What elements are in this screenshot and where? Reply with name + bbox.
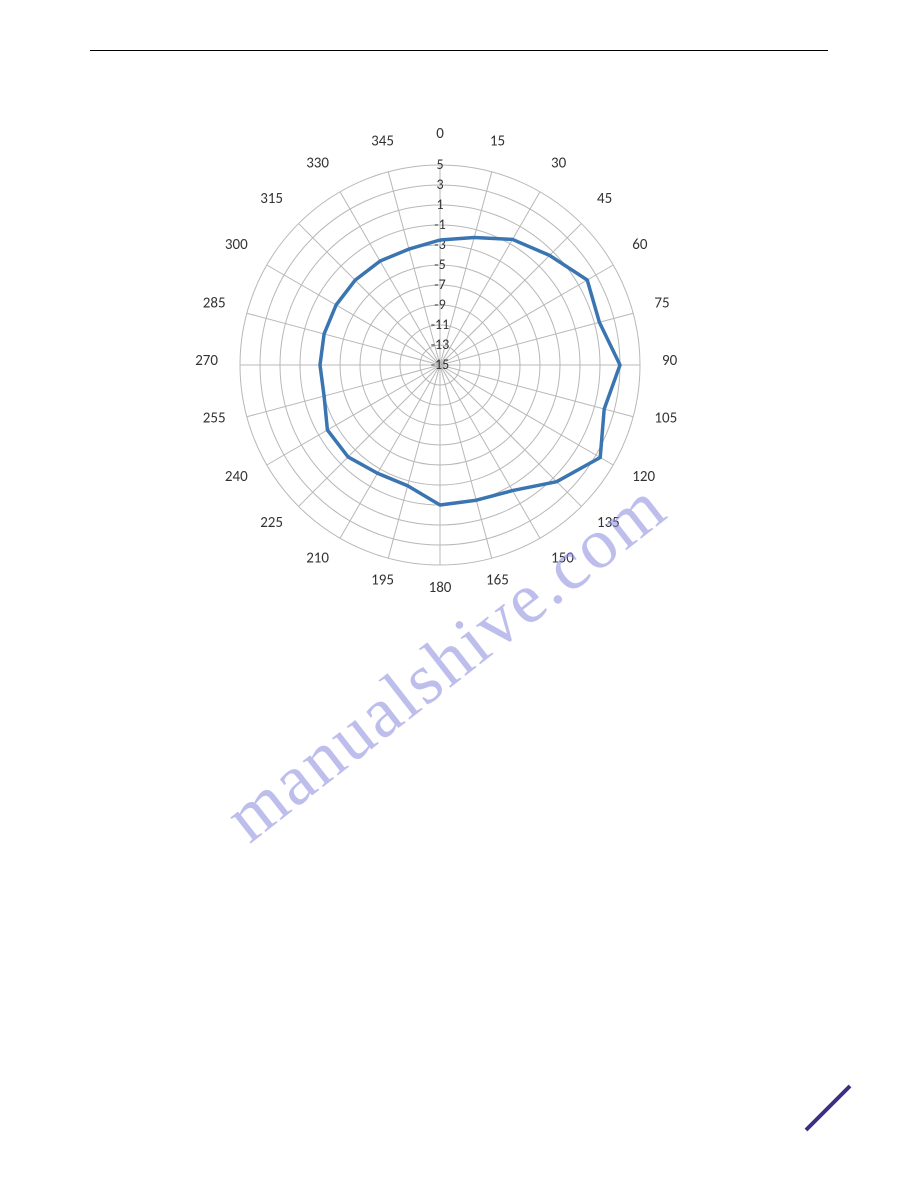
chart-angle-label: 45 <box>597 190 612 208</box>
chart-gridline-spoke <box>440 365 540 538</box>
chart-gridline-spoke <box>440 192 540 365</box>
chart-angle-label: 255 <box>203 409 226 427</box>
chart-radial-label: -13 <box>431 336 449 353</box>
chart-angle-label: 30 <box>551 155 567 173</box>
chart-gridline-spoke <box>247 365 440 417</box>
chart-radial-label: 3 <box>436 176 443 193</box>
top-horizontal-rule <box>90 50 828 51</box>
chart-angle-label: 0 <box>436 125 444 143</box>
chart-angle-label: 90 <box>662 352 678 370</box>
chart-radial-label: 5 <box>436 156 443 173</box>
chart-angle-label: 210 <box>306 549 329 567</box>
chart-gridline-spoke <box>440 313 633 365</box>
chart-angle-label: 105 <box>654 409 677 427</box>
chart-angle-label: 300 <box>225 236 248 254</box>
chart-angle-label: 150 <box>551 549 574 567</box>
chart-radial-label: -15 <box>431 356 449 373</box>
corner-accent <box>798 1078 858 1138</box>
chart-angle-label: 195 <box>371 571 394 589</box>
chart-radial-label: -9 <box>434 296 445 313</box>
chart-gridline-spoke <box>440 365 492 558</box>
chart-gridline-spoke <box>340 365 440 538</box>
chart-gridline-spoke <box>247 313 440 365</box>
chart-angle-label: 135 <box>597 514 620 532</box>
chart-radial-label: -5 <box>434 256 445 273</box>
chart-angle-label: 60 <box>632 236 648 254</box>
chart-angle-label: 180 <box>429 579 452 597</box>
corner-accent-line <box>806 1086 850 1130</box>
chart-gridline-spoke <box>299 365 440 506</box>
chart-gridline-spoke <box>267 365 440 465</box>
chart-angle-label: 240 <box>225 468 248 486</box>
chart-radial-label: -7 <box>434 276 445 293</box>
chart-gridline-spoke <box>440 365 581 506</box>
chart-gridline-spoke <box>440 224 581 365</box>
page-root: 0153045607590105120135150165180195210225… <box>0 0 918 1188</box>
chart-gridline-spoke <box>440 365 613 465</box>
polar-chart-svg: 0153045607590105120135150165180195210225… <box>160 110 720 620</box>
chart-angle-label: 225 <box>260 514 283 532</box>
chart-angle-label: 120 <box>632 468 655 486</box>
chart-angle-label: 315 <box>260 190 283 208</box>
chart-angle-label: 75 <box>654 295 669 313</box>
polar-chart-container: 0153045607590105120135150165180195210225… <box>160 110 720 620</box>
chart-angle-label: 165 <box>486 571 509 589</box>
chart-angle-label: 345 <box>371 133 394 151</box>
chart-angle-label: 15 <box>490 133 505 151</box>
chart-gridline-spoke <box>388 365 440 558</box>
chart-radial-label: -1 <box>434 216 445 233</box>
chart-angle-label: 270 <box>195 352 218 370</box>
chart-angle-label: 285 <box>203 295 226 313</box>
chart-radial-label: 1 <box>436 196 443 213</box>
chart-angle-label: 330 <box>306 155 329 173</box>
chart-series-line <box>320 238 620 506</box>
chart-radial-label: -11 <box>431 316 449 333</box>
